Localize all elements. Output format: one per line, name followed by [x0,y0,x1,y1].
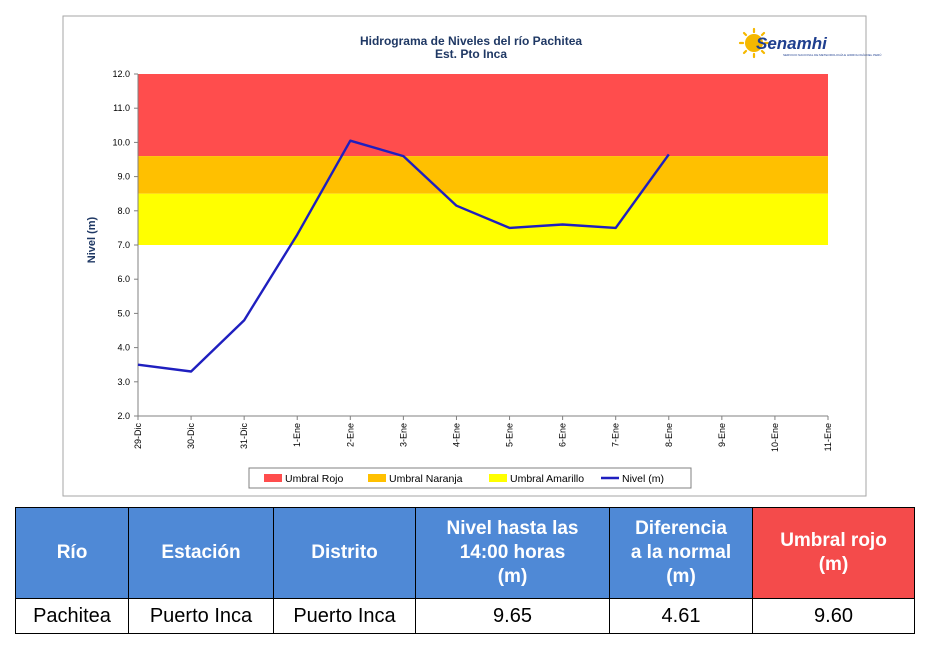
table-row: Pachitea Puerto Inca Puerto Inca 9.65 4.61 9.… [15,598,915,634]
table-header-text: 14:00 horas [459,542,566,563]
table-header-cell: Distrito [273,507,416,599]
table-body: Pachitea Puerto Inca Puerto Inca 9.65 4.61 9.… [15,598,915,634]
table-header-text: Diferencia [635,518,727,539]
table-cell: Pachitea [15,598,129,634]
legend-label: Umbral Rojo [285,473,344,485]
series-layer [137,139,670,373]
table-header-text: Umbral rojo [780,530,887,551]
x-axis: 29-Dic 30-Dic 31-Dic 1-Ene 2-Ene 3-Ene 4-Ene 5-… [133,415,833,452]
band-umbral-naranja [138,156,828,194]
logo-subtext: SERVICIO NACIONAL DE METEOROLOGÍA E HIDR… [783,52,881,57]
y-tick-label: 6.0 [117,274,130,284]
table-header-cell: Nivel hasta las 14:00 horas (m) [415,507,610,599]
table-header-cell: Estación [128,507,274,599]
y-tick-label: 11.0 [113,103,130,113]
y-tick-label: 4.0 [117,343,130,353]
chart-legend: Umbral Rojo Umbral Naranja Umbral Amarillo… [248,467,692,489]
legend-label: Nivel (m) [622,473,664,485]
table-header-cell: Río [15,507,129,599]
senamhi-logo: Senamhi SERVICIO NACIONAL DE METEOROLOGÍ… [738,27,881,59]
chart-figure: Hidrograma de Niveles del río Pachitea E… [62,15,881,497]
legend-label: Umbral Naranja [389,473,463,485]
legend-swatch [264,474,282,482]
y-tick-label: 2.0 [117,411,130,421]
x-tick-label: 11-Ene [823,423,833,451]
table-header-row: Río Estación Distrito Nivel hasta las 14:00 … [15,507,915,599]
table-cell: Puerto Inca [273,598,416,634]
table-header-text: Distrito [311,542,378,563]
table-cell: 9.60 [752,598,915,634]
x-tick-label: 5-Ene [505,423,515,447]
x-tick-label: 31-Dic [239,423,249,450]
y-axis: 12.0 11.0 10.0 9.0 8.0 7.0 6.0 5.0 4.0 3.0 2.0 [112,69,139,421]
table-header-text: (m) [818,554,849,575]
table-header-text: a la normal [630,542,732,563]
table-cell: 4.61 [609,598,753,634]
x-tick-label: 10-Ene [770,423,780,452]
table-header-text: Nivel hasta las [446,518,579,539]
x-tick-label: 3-Ene [398,423,408,447]
table-header-cell: Umbral rojo (m) [752,507,915,599]
x-tick-label: 29-Dic [133,423,143,450]
x-tick-label: 4-Ene [451,423,461,447]
threshold-bands [138,74,828,245]
table-header-text: (m) [497,566,528,587]
y-axis-title: Nivel (m) [86,216,98,263]
x-tick-label: 30-Dic [186,423,196,450]
legend-frame [248,467,692,489]
x-tick-label: 9-Ene [717,423,727,447]
y-tick-label: 5.0 [117,308,130,318]
table-cell: Puerto Inca [128,598,274,634]
legend-swatch [489,474,507,482]
y-tick-label: 7.0 [117,240,130,250]
logo-text: Senamhi [756,34,828,53]
chart-title: Hidrograma de Niveles del río Pachitea [360,34,582,48]
x-tick-label: 1-Ene [292,423,302,447]
levels-table: Río Estación Distrito Nivel hasta las 14:00 … [15,507,915,634]
y-tick-label: 3.0 [117,377,130,387]
table-header-text: Río [56,542,88,563]
y-tick-label: 10.0 [112,137,130,147]
table-header-cell: Diferencia a la normal (m) [609,507,753,599]
legend-label: Umbral Amarillo [510,473,584,485]
y-tick-label: 8.0 [117,206,130,216]
y-tick-label: 9.0 [117,172,130,182]
table-header-text: Estación [161,542,241,563]
band-umbral-amarillo [138,193,828,245]
x-tick-label: 7-Ene [611,423,621,447]
legend-swatch [368,474,386,482]
table-cell: 9.65 [415,598,610,634]
table-header-text: (m) [666,566,696,587]
sun-icon [738,27,770,59]
y-tick-label: 12.0 [112,69,130,79]
x-tick-label: 6-Ene [558,423,568,447]
x-tick-label: 2-Ene [345,423,355,447]
x-tick-label: 8-Ene [664,423,674,447]
band-umbral-rojo [138,74,828,157]
chart-subtitle: Est. Pto Inca [435,47,507,61]
